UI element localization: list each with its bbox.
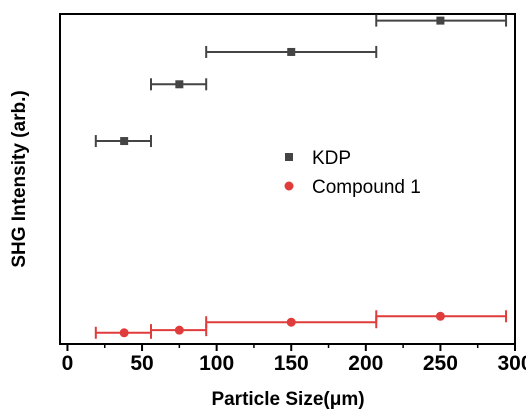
data-point bbox=[119, 328, 129, 338]
series-compound-1 bbox=[94, 310, 508, 339]
x-tick-label: 150 bbox=[274, 352, 309, 375]
data-point bbox=[174, 325, 184, 335]
x-tick-label: 0 bbox=[62, 352, 74, 375]
series-layer bbox=[94, 14, 508, 339]
data-point bbox=[436, 16, 445, 25]
x-tick-label: 300 bbox=[497, 352, 526, 375]
legend: KDP Compound 1 bbox=[284, 148, 421, 198]
series-kdp bbox=[94, 14, 508, 148]
data-point bbox=[175, 80, 184, 89]
y-axis-title: SHG Intensity (arb.) bbox=[9, 90, 30, 267]
x-axis: 0 50 100 150 200 250 300 bbox=[62, 344, 526, 375]
legend-label: KDP bbox=[312, 148, 351, 169]
x-tick-label: 200 bbox=[348, 352, 383, 375]
x-tick-label: 250 bbox=[423, 352, 458, 375]
plot-frame bbox=[59, 13, 516, 345]
legend-label: Compound 1 bbox=[312, 177, 421, 198]
data-point bbox=[287, 47, 296, 56]
legend-marker bbox=[284, 181, 294, 191]
x-tick-label: 100 bbox=[199, 352, 234, 375]
data-point bbox=[286, 317, 296, 327]
data-point bbox=[435, 311, 445, 321]
x-tick-label: 50 bbox=[130, 352, 153, 375]
data-point bbox=[120, 137, 129, 146]
legend-marker bbox=[285, 153, 293, 161]
x-axis-title: Particle Size(μm) bbox=[211, 389, 364, 410]
